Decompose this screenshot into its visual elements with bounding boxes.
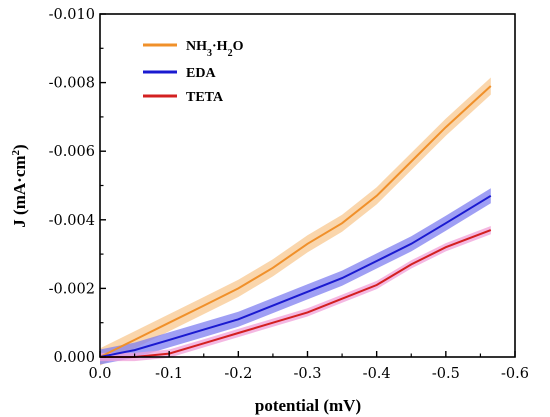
legend-label-nh3: NH3·H2O: [186, 39, 244, 59]
y-tick-label: 0.000: [53, 350, 95, 366]
series-line-1: [99, 194, 492, 358]
legend: NH3·H2O EDA TETA: [143, 39, 244, 105]
x-axis: 0.0 -0.1 -0.2 -0.3 -0.4 -0.5 -0.6: [88, 351, 529, 382]
x-tick-label: -0.6: [501, 366, 529, 382]
y-tick-label: -0.004: [49, 213, 95, 229]
series-line-0: [99, 85, 492, 358]
y-tick-label: -0.006: [49, 144, 95, 160]
y-tick-label: -0.010: [49, 7, 95, 23]
series-band-1: [100, 188, 491, 365]
legend-label-teta: TETA: [186, 90, 224, 105]
y-tick-label: -0.002: [49, 281, 95, 297]
y-axis: 0.000 -0.002 -0.004 -0.006 -0.008 -0.010: [49, 7, 106, 366]
y-tick-label: -0.008: [49, 76, 95, 92]
x-axis-title: potential (mV): [255, 396, 361, 415]
legend-label-eda: EDA: [186, 66, 216, 81]
x-tick-label: 0.0: [88, 366, 111, 382]
y-axis-title-close: ): [10, 144, 29, 150]
confidence-bands: [100, 77, 491, 366]
x-tick-label: -0.1: [155, 366, 183, 382]
y-axis-title-main: J (mA·cm: [10, 155, 29, 227]
x-tick-label: -0.2: [224, 366, 252, 382]
series-band-0: [100, 77, 491, 366]
x-tick-label: -0.3: [294, 366, 322, 382]
y-axis-title: J (mA·cm2): [10, 144, 29, 227]
plot-frame: [99, 13, 516, 358]
series-lines: [99, 85, 492, 358]
x-tick-label: -0.4: [363, 366, 391, 382]
series-line-2: [100, 229, 492, 358]
x-tick-label: -0.5: [432, 366, 460, 382]
y-axis-title-sup: 2: [10, 149, 22, 155]
